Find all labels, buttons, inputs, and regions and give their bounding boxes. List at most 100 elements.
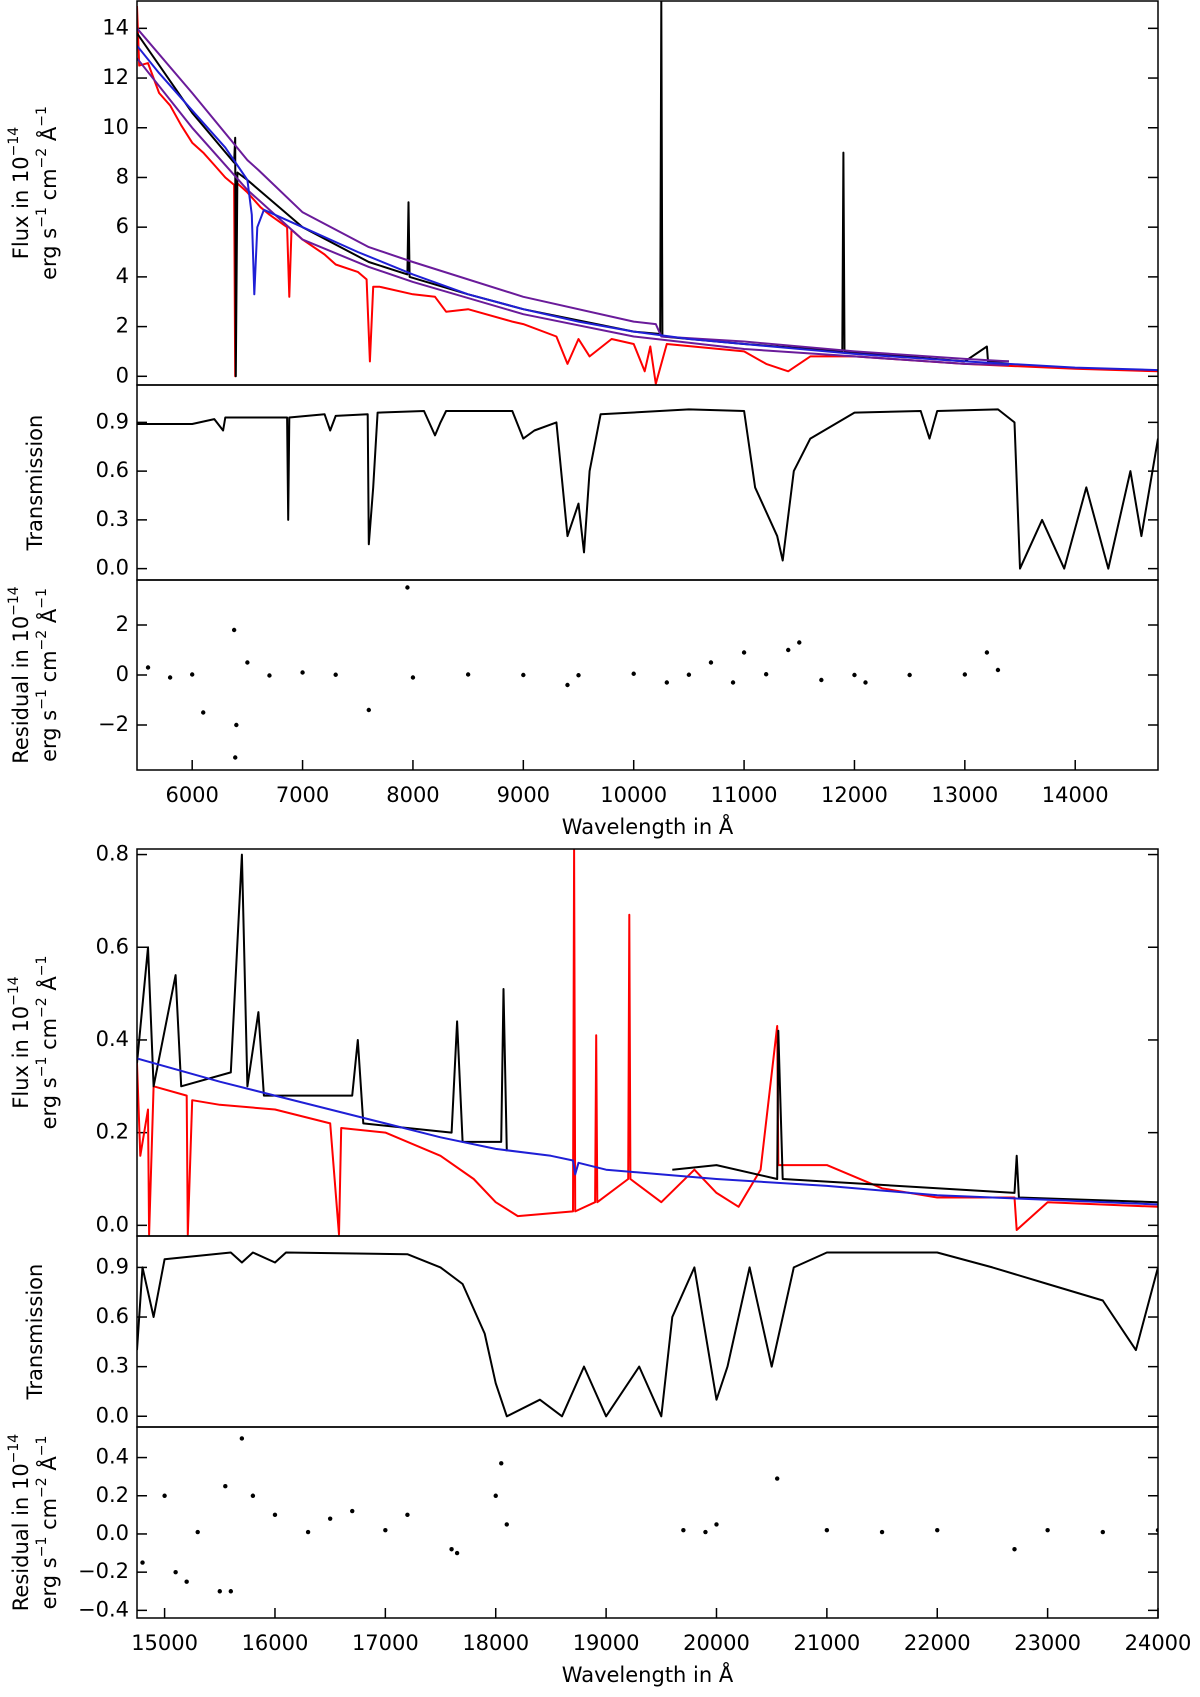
- y-tick-label: −2: [98, 712, 129, 736]
- data-point: [465, 672, 471, 677]
- data-point: [239, 1436, 245, 1441]
- data-point: [504, 1522, 509, 1527]
- panel: −0.4 −0.2 0.0 0.2 0.4 15000 16000 17000 18000 190…: [6, 1426, 1191, 1687]
- superscript: −1: [34, 106, 50, 127]
- x-tick-label: 20000: [683, 1631, 750, 1655]
- y-tick-label: 0.6: [96, 458, 129, 482]
- label-text: Transmission: [23, 1264, 47, 1401]
- superscript: −1: [34, 1436, 50, 1457]
- data-point: [763, 672, 769, 677]
- data-point: [493, 1493, 498, 1498]
- label-text: cm: [37, 168, 61, 207]
- y-tick-label: 10: [102, 115, 129, 139]
- data-point: [145, 665, 151, 670]
- data-point: [405, 585, 410, 590]
- data-point: [1100, 1529, 1106, 1535]
- y-tick-label: 0.3: [96, 1354, 129, 1378]
- data-point: [521, 672, 526, 678]
- superscript: −14: [6, 586, 22, 616]
- superscript: −1: [34, 207, 50, 228]
- label-text: erg s: [37, 710, 61, 762]
- data-point: [499, 1461, 504, 1466]
- data-point: [383, 1527, 388, 1533]
- data-point: [223, 1484, 228, 1489]
- data-point: [1012, 1547, 1017, 1552]
- y-tick-label: 0.6: [96, 934, 129, 958]
- superscript: −1: [34, 689, 50, 710]
- y-tick-label: 0.2: [96, 1483, 129, 1507]
- data-point: [907, 672, 912, 678]
- data-point: [631, 671, 636, 676]
- data-line: [137, 5, 1158, 385]
- data-point: [819, 677, 824, 683]
- data-point: [217, 1589, 222, 1594]
- y-tick-label: 2: [116, 314, 129, 338]
- data-line: [137, 57, 1010, 367]
- x-tick-label: 12000: [821, 783, 888, 807]
- x-tick-label: 7000: [276, 783, 329, 807]
- data-point: [228, 1589, 234, 1594]
- data-point: [195, 1529, 200, 1535]
- data-point: [140, 1560, 145, 1565]
- y-tick-label: 0.9: [96, 409, 129, 433]
- data-point: [333, 672, 338, 677]
- data-line: [137, 408, 1158, 570]
- y-axis-label: erg s−1 cm−2 Å−1: [34, 588, 61, 762]
- y-tick-label: 4: [116, 264, 129, 288]
- y-tick-label: 0.4: [96, 1445, 129, 1469]
- data-point: [231, 627, 237, 633]
- y-tick-label: 8: [116, 164, 129, 188]
- data-point: [852, 672, 857, 678]
- superscript: −2: [34, 630, 50, 651]
- plot-area: [137, 408, 1158, 570]
- superscript: −2: [34, 997, 50, 1018]
- x-tick-label: 15000: [131, 1631, 198, 1655]
- data-point: [774, 1476, 780, 1481]
- x-tick-label: 23000: [1014, 1631, 1081, 1655]
- superscript: −14: [6, 976, 22, 1006]
- y-tick-label: 14: [102, 15, 129, 39]
- data-point: [664, 680, 670, 685]
- data-point: [162, 1493, 167, 1498]
- x-tick-label: 21000: [793, 1631, 860, 1655]
- data-line: [137, 849, 1158, 1236]
- y-axis-label: Transmission: [23, 415, 47, 552]
- label-text: erg s: [37, 1557, 61, 1609]
- y-tick-label: −0.4: [78, 1597, 129, 1621]
- y-tick-label: 0.0: [96, 1521, 129, 1545]
- x-tick-label: 8000: [386, 783, 439, 807]
- plot-area: [137, 1, 1158, 385]
- plot-frame: [136, 0, 1159, 386]
- y-axis-label: Residual in 10−14: [6, 586, 33, 764]
- x-tick-label: 22000: [904, 1631, 971, 1655]
- plot-area: [137, 849, 1158, 1236]
- data-point: [272, 1512, 278, 1518]
- data-point: [410, 675, 416, 680]
- label-text: Residual in 10: [9, 1463, 33, 1611]
- y-tick-label: 0.0: [96, 1212, 129, 1236]
- data-point: [250, 1493, 256, 1498]
- data-point: [233, 755, 238, 760]
- label-text: cm: [37, 1498, 61, 1537]
- data-point: [366, 707, 371, 713]
- data-point: [184, 1579, 189, 1584]
- x-axis-label: Wavelength in Å: [562, 1661, 734, 1687]
- data-point: [189, 672, 195, 677]
- data-point: [824, 1527, 830, 1533]
- data-point: [863, 680, 868, 685]
- data-point: [995, 667, 1001, 673]
- y-tick-label: 0.9: [96, 1254, 129, 1278]
- x-tick-label: 14000: [1042, 783, 1109, 807]
- y-tick-label: 0.8: [96, 842, 129, 866]
- y-axis-label: Transmission: [23, 1264, 47, 1401]
- data-point: [234, 722, 239, 728]
- y-tick-label: 0.4: [96, 1027, 129, 1051]
- data-point: [730, 680, 736, 685]
- x-tick-label: 19000: [573, 1631, 640, 1655]
- superscript: −14: [6, 1434, 22, 1464]
- x-tick-label: 17000: [352, 1631, 419, 1655]
- x-tick-label: 9000: [497, 783, 550, 807]
- y-tick-label: 0: [116, 662, 129, 686]
- data-point: [173, 1569, 178, 1575]
